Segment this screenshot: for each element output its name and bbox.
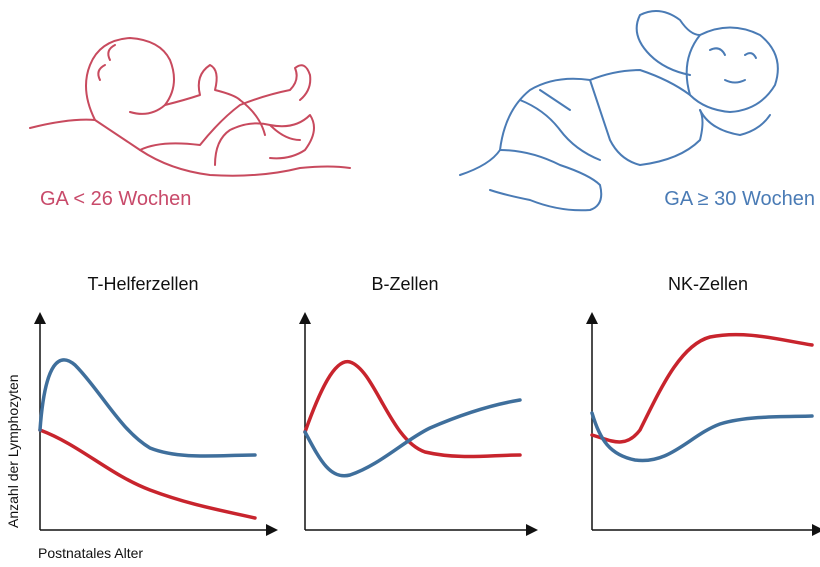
curves bbox=[38, 332, 814, 520]
x-axis-label: Postnatales Alter bbox=[38, 545, 143, 561]
infant-term bbox=[459, 10, 779, 212]
infant-label: GA ≥ 30 Wochen bbox=[664, 188, 815, 210]
axes bbox=[34, 312, 820, 536]
panel-title: T-Helferzellen bbox=[87, 274, 198, 294]
y-axis-label: Anzahl der Lymphozyten bbox=[5, 374, 21, 528]
infant-preterm bbox=[29, 37, 351, 177]
panel-title: NK-Zellen bbox=[668, 274, 748, 294]
infant-label: GA < 26 Wochen bbox=[40, 188, 191, 210]
panel-title: B-Zellen bbox=[371, 274, 438, 294]
